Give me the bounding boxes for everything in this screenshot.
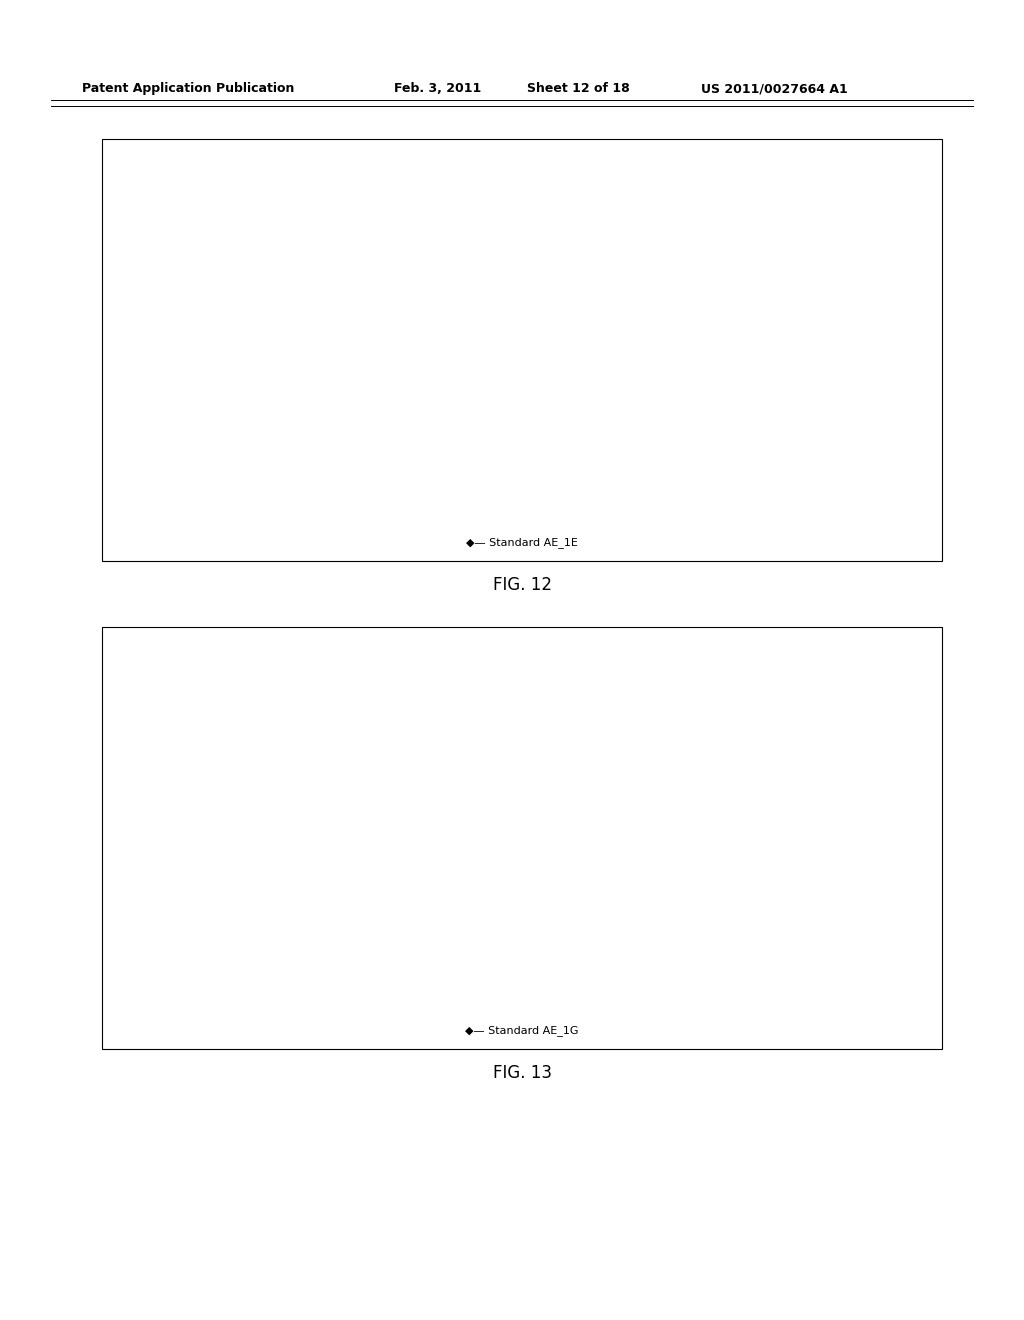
Text: ◆— Standard AE_1E: ◆— Standard AE_1E [466,537,579,548]
Y-axis label: conc. [M/l]: conc. [M/l] [145,317,156,376]
Title: 7.7 M KOH Solution in Test Cell in CO2-Environment: 7.7 M KOH Solution in Test Cell in CO2-E… [377,676,719,689]
X-axis label: time (h): time (h) [525,997,570,1007]
Text: Feb. 3, 2011: Feb. 3, 2011 [394,82,481,95]
Text: FIG. 12: FIG. 12 [493,576,552,594]
Text: FIG. 13: FIG. 13 [493,1064,552,1082]
Text: ◆— Standard AE_1G: ◆— Standard AE_1G [466,1026,579,1036]
Text: Sheet 12 of 18: Sheet 12 of 18 [527,82,630,95]
Y-axis label: conc. [M/l]: conc. [M/l] [145,805,156,865]
Text: Patent Application Publication: Patent Application Publication [82,82,294,95]
Text: US 2011/0027664 A1: US 2011/0027664 A1 [701,82,848,95]
Title: 7.7 M KOH Solution in Test Cell in CO2-Free Environment: 7.7 M KOH Solution in Test Cell in CO2-F… [360,187,735,201]
X-axis label: time (h): time (h) [525,508,570,519]
